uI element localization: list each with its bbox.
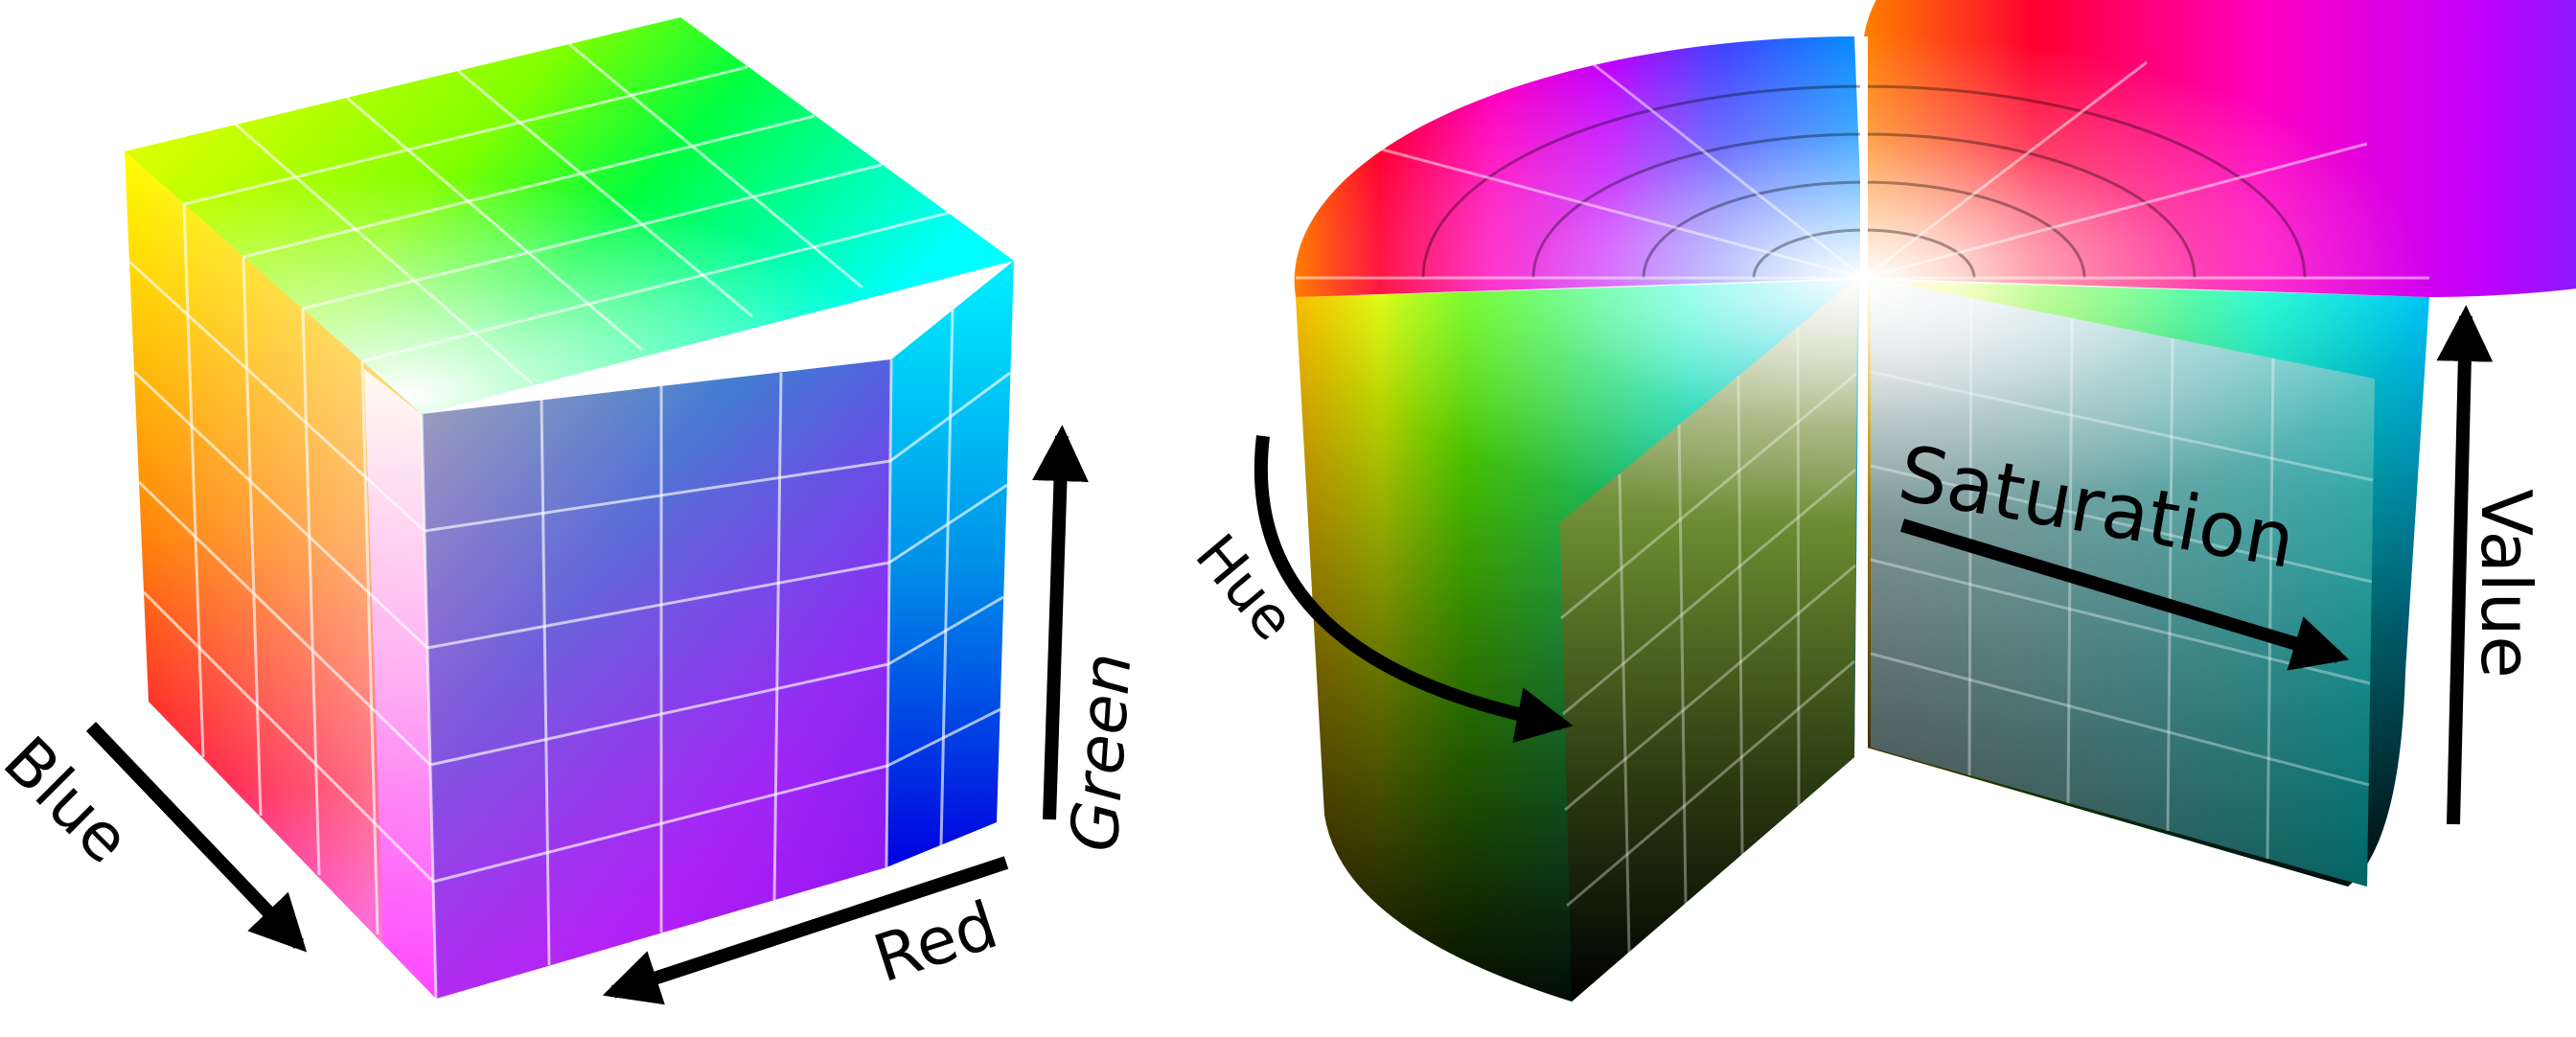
cube-left-face-light	[125, 151, 436, 999]
cut-face-grid	[1560, 297, 2374, 955]
hue-axis-arrow	[1254, 435, 1574, 744]
saturation-axis-arrow	[1899, 518, 2350, 671]
hue-axis-label: Hue	[1183, 522, 1308, 654]
red-axis: Red	[602, 856, 1009, 1005]
value-axis-arrow	[2436, 305, 2494, 825]
value-axis-label: Value	[2466, 489, 2546, 679]
rgb-cube: Blue Red Green	[0, 17, 1146, 1005]
blue-axis-arrow	[85, 722, 308, 953]
cube-top-face-white-glow	[125, 17, 1014, 414]
hsv-cylinder: Hue Saturation Value	[1183, 0, 2576, 1002]
hue-spokes	[1296, 60, 2429, 280]
red-axis-arrow	[602, 856, 1009, 1005]
cube-grid-lines	[127, 42, 1011, 1000]
green-axis-arrow	[1032, 425, 1089, 820]
green-axis-label: Green	[1057, 651, 1146, 854]
cube-right-face	[886, 261, 1014, 867]
green-axis: Green	[1032, 425, 1146, 854]
value-axis: Value	[2436, 305, 2546, 825]
blue-axis-label: Blue	[0, 723, 144, 878]
